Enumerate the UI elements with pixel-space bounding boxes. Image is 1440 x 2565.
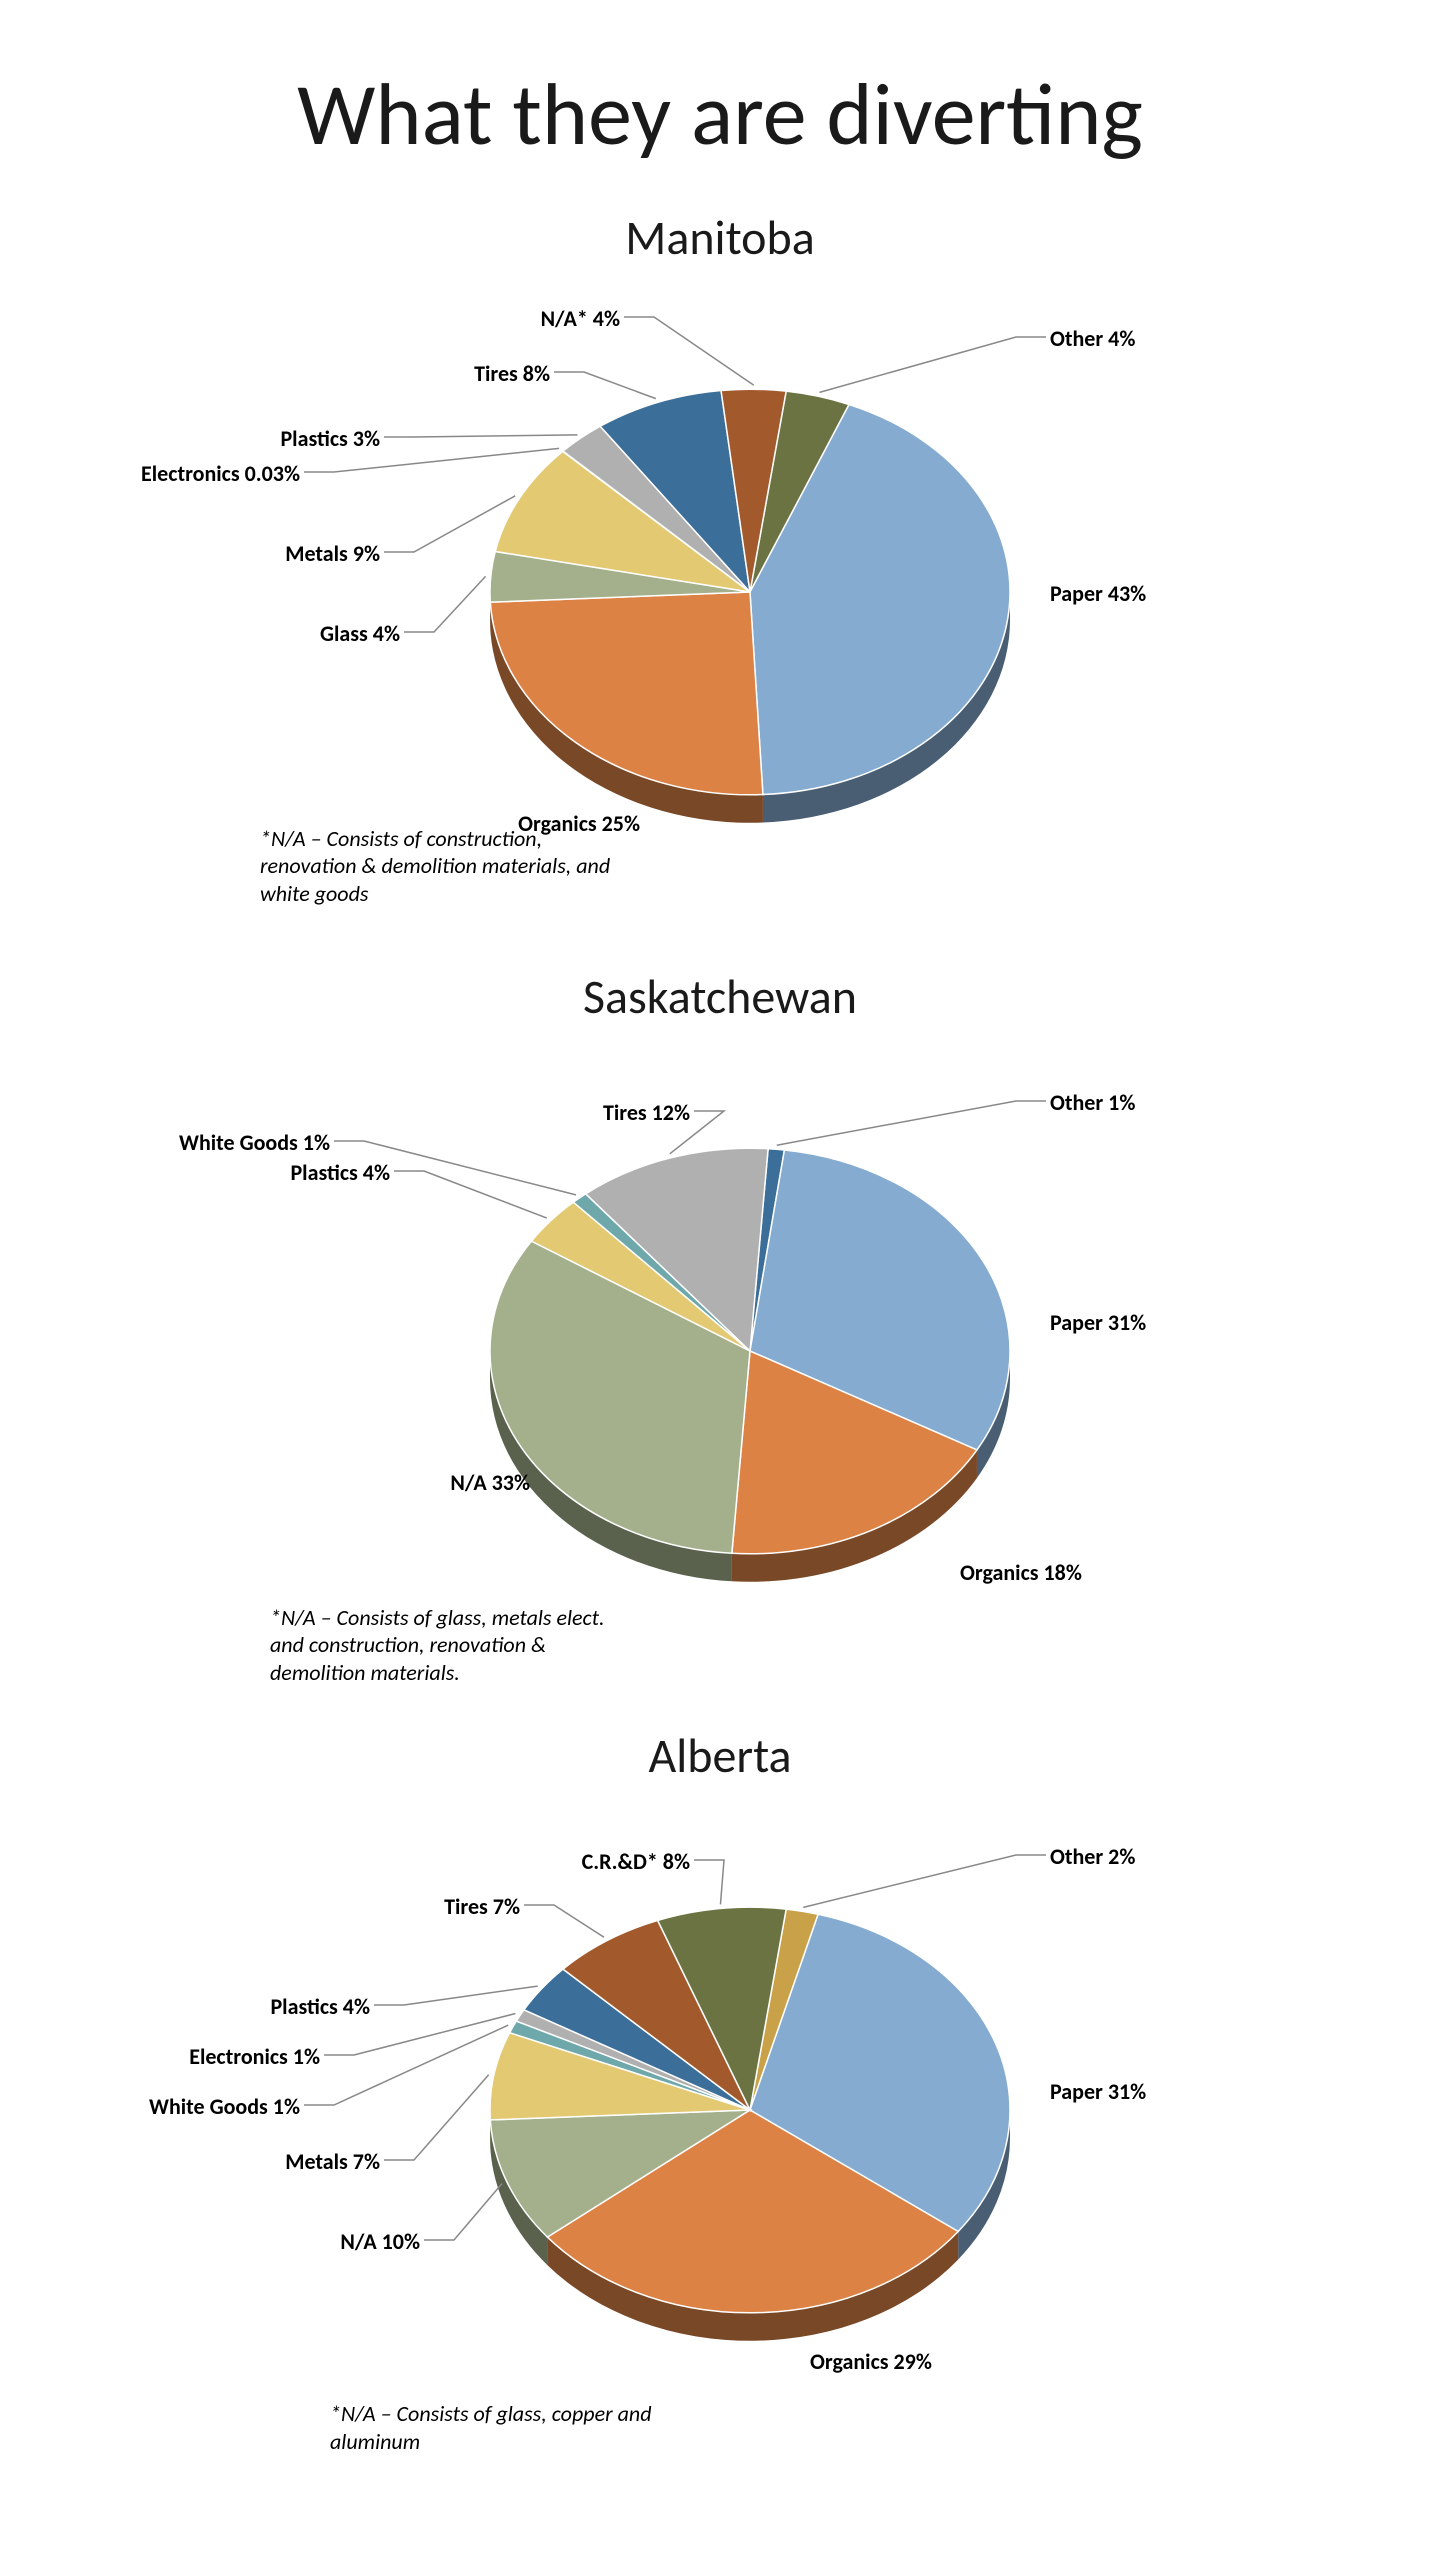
leader-line bbox=[624, 317, 754, 385]
slice-label: N/A 33% bbox=[450, 1469, 530, 1496]
slice-label: Plastics 4% bbox=[270, 1993, 370, 2020]
pie-slice bbox=[490, 592, 763, 795]
leader-line bbox=[424, 2183, 502, 2240]
slice-label: Electronics 0.03% bbox=[141, 460, 300, 487]
leader-line bbox=[384, 435, 577, 437]
leader-line bbox=[304, 2025, 508, 2105]
slice-label: Metals 7% bbox=[285, 2148, 380, 2175]
slice-label: Plastics 3% bbox=[280, 425, 380, 452]
charts-container: ManitobaOther 4%Paper 43%Organics 25%Gla… bbox=[0, 208, 1440, 2445]
slice-label: White Goods 1% bbox=[149, 2093, 300, 2120]
leader-line bbox=[554, 372, 656, 399]
slice-label: Organics 18% bbox=[960, 1559, 1082, 1586]
footnote-saskatchewan: *N/A – Consists of glass, metals elect. … bbox=[270, 1604, 630, 1687]
pie-svg-saskatchewan bbox=[170, 1036, 1270, 1686]
slice-label: Metals 9% bbox=[285, 540, 380, 567]
leader-line bbox=[404, 576, 486, 632]
slice-label: Tires 8% bbox=[474, 360, 550, 387]
pie-svg-alberta bbox=[170, 1795, 1270, 2445]
leader-line bbox=[394, 1171, 547, 1218]
pie-wrap-manitoba: Other 4%Paper 43%Organics 25%Glass 4%Met… bbox=[170, 277, 1270, 927]
chart-saskatchewan: Saskatchewan Other 1% Paper 31% Organics 18… bbox=[170, 967, 1270, 1686]
pie-wrap-saskatchewan: Other 1% Paper 31% Organics 18% N/A 33% Plas… bbox=[170, 1036, 1270, 1686]
pie-wrap-alberta: Other 2% Paper 31% Organics 29% N/A 10% Meta… bbox=[170, 1795, 1270, 2445]
footnote-manitoba: *N/A – Consists of construction, renovat… bbox=[260, 825, 620, 908]
chart-title-saskatchewan: Saskatchewan bbox=[170, 967, 1270, 1026]
slice-label: Electronics 1% bbox=[189, 2043, 320, 2070]
leader-line bbox=[374, 1986, 538, 2005]
slice-label: N/A* 4% bbox=[541, 305, 620, 332]
chart-alberta: Alberta Other 2% Paper 31% Organics 29% N/A … bbox=[170, 1726, 1270, 2445]
footnote-alberta: *N/A – Consists of glass, copper and alu… bbox=[330, 2400, 690, 2455]
page-title: What they are diverting bbox=[0, 60, 1440, 168]
slice-label: Other 2% bbox=[1050, 1843, 1135, 1870]
slice-label: Glass 4% bbox=[320, 620, 400, 647]
slice-label: Paper 31% bbox=[1050, 2078, 1146, 2105]
slice-label: Paper 31% bbox=[1050, 1309, 1146, 1336]
slice-label: Plastics 4% bbox=[290, 1159, 390, 1186]
chart-title-manitoba: Manitoba bbox=[170, 208, 1270, 267]
slice-label: Organics 29% bbox=[810, 2348, 932, 2375]
slice-label: Tires 12% bbox=[603, 1099, 690, 1126]
slice-label: Paper 43% bbox=[1050, 580, 1146, 607]
page-root: What they are diverting Manitoba Other 4%… bbox=[0, 0, 1440, 2565]
slice-label: White Goods 1% bbox=[179, 1129, 330, 1156]
slice-label: Other 1% bbox=[1050, 1089, 1135, 1116]
slice-label: Tires 7% bbox=[444, 1893, 520, 1920]
leader-line bbox=[384, 496, 515, 552]
chart-title-alberta: Alberta bbox=[170, 1726, 1270, 1785]
slice-label: Other 4% bbox=[1050, 325, 1135, 352]
leader-line bbox=[777, 1101, 1046, 1145]
leader-line bbox=[384, 2075, 489, 2160]
leader-line bbox=[694, 1860, 724, 1904]
slice-label: N/A 10% bbox=[340, 2228, 420, 2255]
leader-line bbox=[803, 1855, 1046, 1907]
chart-manitoba: ManitobaOther 4%Paper 43%Organics 25%Gla… bbox=[170, 208, 1270, 927]
leader-line bbox=[820, 337, 1046, 392]
leader-line bbox=[524, 1905, 604, 1937]
slice-label: C.R.&D* 8% bbox=[582, 1848, 690, 1875]
